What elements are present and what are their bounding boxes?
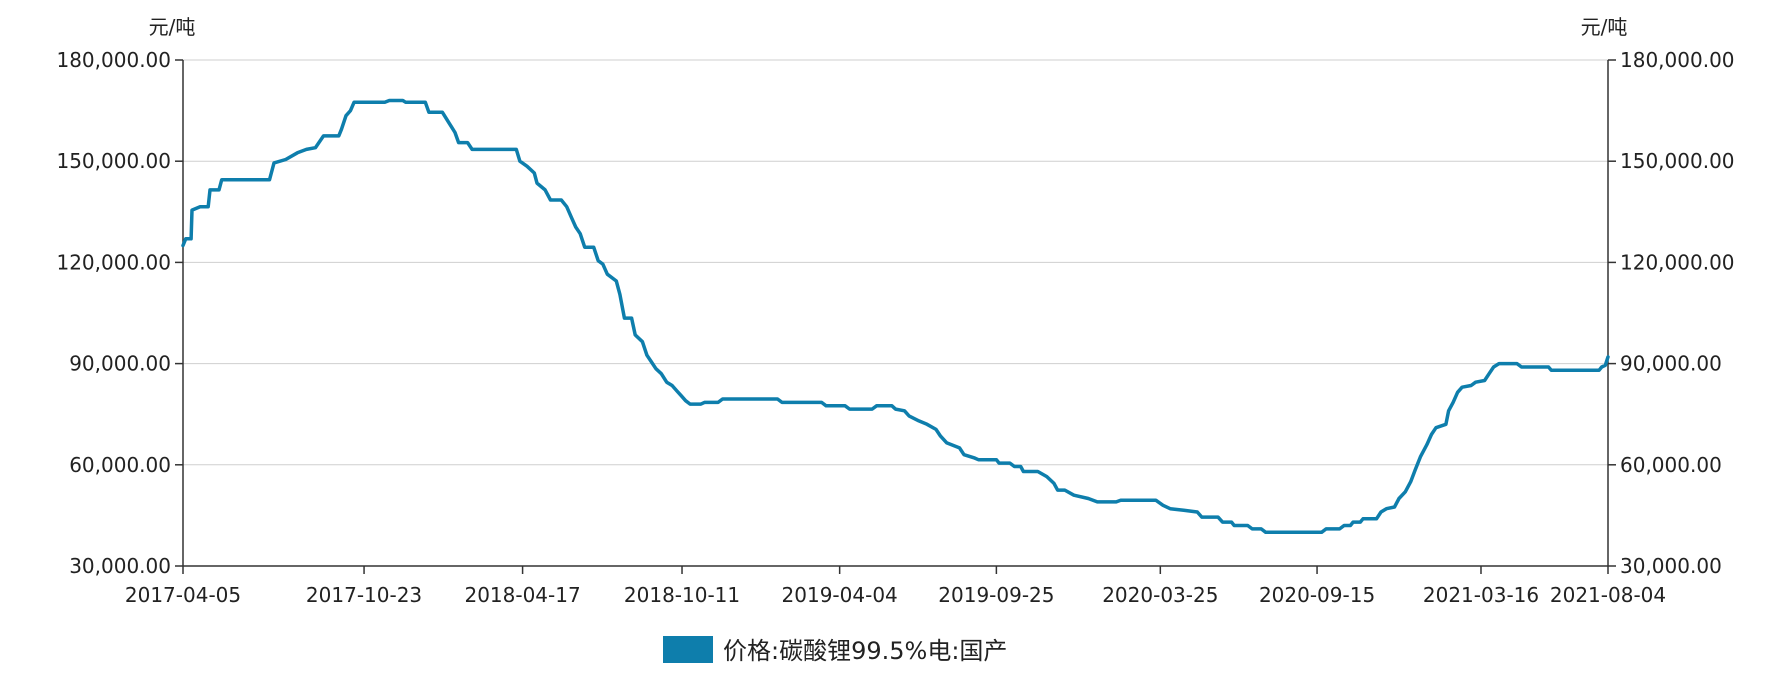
left-y-tick-label: 150,000.00 — [56, 149, 171, 173]
right-y-tick-label: 90,000.00 — [1620, 352, 1722, 376]
x-tick-label: 2020-09-15 — [1259, 583, 1375, 607]
left-y-tick-label: 180,000.00 — [56, 48, 171, 72]
x-tick-label: 2018-04-17 — [464, 583, 580, 607]
left-y-tick-label: 120,000.00 — [56, 250, 171, 274]
left-unit-label: 元/吨 — [149, 15, 196, 39]
legend[interactable]: 价格:碳酸锂99.5%电:国产 — [663, 636, 1007, 665]
grid-lines — [183, 59, 1608, 466]
axes — [175, 59, 1616, 574]
tick-labels: 180,000.00 180,000.00 150,000.00 150,000.00… — [56, 48, 1734, 607]
x-tick-label: 2018-10-11 — [624, 583, 740, 607]
right-y-tick-label: 30,000.00 — [1620, 554, 1722, 578]
series-line — [181, 98, 1610, 535]
right-y-tick-label: 150,000.00 — [1620, 149, 1735, 173]
right-unit-label: 元/吨 — [1581, 15, 1628, 39]
left-y-tick-label: 30,000.00 — [69, 554, 171, 578]
left-y-tick-label: 60,000.00 — [69, 453, 171, 477]
left-y-tick-label: 90,000.00 — [69, 352, 171, 376]
legend-swatch — [663, 636, 713, 663]
legend-label: 价格:碳酸锂99.5%电:国产 — [723, 637, 1007, 665]
x-tick-label: 2020-03-25 — [1102, 583, 1218, 607]
series-layer — [181, 98, 1610, 535]
x-tick-label: 2017-10-23 — [306, 583, 422, 607]
right-y-tick-label: 60,000.00 — [1620, 453, 1722, 477]
x-tick-label: 2021-08-04 — [1550, 583, 1666, 607]
x-tick-label: 2021-03-16 — [1423, 583, 1539, 607]
right-y-tick-label: 120,000.00 — [1620, 250, 1735, 274]
x-tick-label: 2019-09-25 — [938, 583, 1054, 607]
right-y-tick-label: 180,000.00 — [1620, 48, 1735, 72]
x-tick-label: 2017-04-05 — [125, 583, 241, 607]
x-tick-label: 2019-04-04 — [782, 583, 898, 607]
